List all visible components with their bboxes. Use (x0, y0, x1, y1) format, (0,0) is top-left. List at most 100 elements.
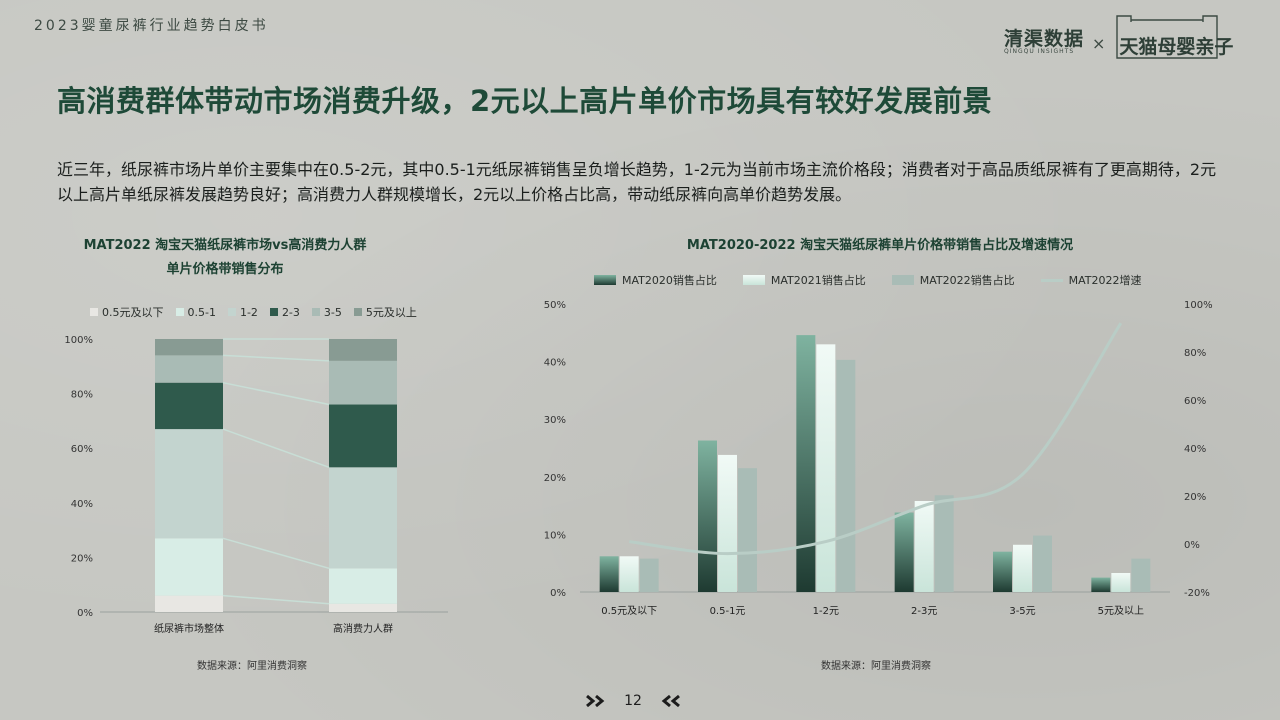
y-tick-label: 80% (71, 390, 93, 401)
page-number: 12 (624, 693, 642, 709)
bar-2020-share (599, 556, 619, 592)
y-left-tick-label: 10% (544, 530, 566, 541)
y-left-tick-label: 50% (544, 300, 566, 311)
growth-rate-line (628, 322, 1123, 556)
y-right-tick-label: 20% (1184, 492, 1206, 503)
series-connector-line (222, 381, 330, 406)
bar-2021-share (1111, 572, 1131, 592)
stacked-bar-segment (155, 339, 223, 356)
y-left-tick-label: 30% (544, 415, 566, 426)
bar-2022-share (1131, 558, 1151, 592)
bar-2021-share (914, 500, 934, 592)
bar-2021-share (816, 344, 836, 592)
right-chart-legend: MAT2020销售占比 MAT2021销售占比 MAT2022销售占比 MAT2022… (594, 272, 1168, 288)
legend-label: MAT2020销售占比 (622, 274, 717, 287)
legend-swatch (353, 308, 362, 316)
legend-swatch (175, 308, 184, 316)
double-chevron-right-icon (586, 694, 605, 708)
stacked-bar-segment (329, 339, 397, 361)
legend-swatch (1040, 278, 1063, 282)
left-chart-title: MAT2022 淘宝天猫纸尿裤市场vs高消费力人群 单片价格带销售分布 (60, 234, 390, 282)
bar-2022-share (836, 359, 856, 592)
bar-2020-share (698, 440, 717, 592)
legend-label: 3-5 (323, 305, 342, 319)
legend-swatch (311, 308, 320, 316)
page-navigator: 12 (583, 689, 683, 713)
double-chevron-left-icon (661, 694, 680, 708)
stacked-bar-segment (155, 429, 223, 539)
left-legend-item: 5元及以上 (353, 304, 417, 320)
stacked-bar-segment (329, 603, 397, 612)
right-legend-item: MAT2020销售占比 (594, 272, 717, 288)
bar-2020-share (894, 512, 914, 592)
bar-2022-share (934, 495, 954, 592)
qingqu-logo: 清渠数据 QINGQU INSIGHTS (1004, 30, 1084, 56)
left-chart-legend: 0.5元及以下 0.5-1 1-2 2-3 3-5 5元及以上 (90, 304, 429, 320)
next-page-button[interactable] (583, 691, 611, 711)
summary-paragraph: 近三年，纸尿裤市场片单价主要集中在0.5-2元，其中0.5-1元纸尿裤销售呈负增… (57, 160, 1217, 204)
bar-2022-share (738, 468, 757, 592)
y-left-tick-label: 0% (550, 588, 566, 599)
left-legend-item: 3-5 (311, 305, 342, 319)
x-category-label: 高消费力人群 (333, 622, 393, 635)
y-tick-label: 40% (71, 499, 93, 510)
x-category-label: 2-3元 (911, 606, 937, 617)
stacked-bar-segment (155, 595, 223, 612)
x-category-label: 5元及以上 (1098, 605, 1144, 617)
x-category-label: 3-5元 (1009, 606, 1035, 617)
left-chart-source: 数据来源：阿里消费洞察 (197, 661, 307, 672)
tmall-logo: 天猫母婴亲子 (1113, 14, 1239, 61)
brand-separator: × (1092, 33, 1106, 53)
stacked-bar-segment (155, 382, 223, 430)
y-tick-label: 60% (71, 444, 93, 455)
tmall-frame-icon (1116, 14, 1219, 59)
series-connector-line (222, 428, 330, 469)
bar-2021-share (1013, 544, 1032, 592)
previous-page-button[interactable] (655, 691, 683, 711)
bar-2021-share (718, 454, 737, 592)
brand-logos: 清渠数据 QINGQU INSIGHTS × 天猫母婴亲子 (1004, 14, 1239, 61)
x-category-label: 纸尿裤市场整体 (154, 622, 224, 635)
right-chart-title: MAT2020-2022 淘宝天猫纸尿裤单片价格带销售占比及增速情况 (686, 238, 1074, 253)
legend-label: MAT2021销售占比 (770, 274, 866, 287)
left-legend-item: 1-2 (227, 305, 258, 319)
left-legend-item: 0.5元及以下 (90, 304, 164, 320)
legend-label: 2-3 (281, 305, 300, 319)
bar-2020-share (796, 335, 816, 592)
bar-2022-share (639, 558, 659, 592)
stacked-bar-segment (329, 467, 397, 569)
tmall-logo-text: 天猫母婴亲子 (1119, 35, 1234, 58)
document-title: 2023婴童尿裤行业趋势白皮书 (34, 18, 269, 34)
legend-label: MAT2022销售占比 (919, 274, 1015, 287)
y-left-tick-label: 40% (544, 358, 566, 369)
legend-label: 0.5-1 (187, 305, 216, 319)
left-legend-item: 0.5-1 (175, 305, 216, 319)
right-combo-chart: 0% 10% 20% 30% 40% 50% -20% 0% 20% 40% 60% 80% 100% 0… (544, 300, 1213, 617)
y-left-tick-label: 20% (544, 473, 566, 484)
legend-label: 1-2 (239, 305, 258, 319)
bar-2020-share (993, 551, 1012, 592)
stacked-bar-segment (329, 568, 397, 604)
series-connector-line (222, 354, 330, 362)
y-right-tick-label: 0% (1184, 540, 1200, 551)
y-right-tick-label: -20% (1184, 588, 1210, 599)
y-right-tick-label: 60% (1184, 396, 1206, 407)
right-legend-item: MAT2022销售占比 (891, 272, 1015, 288)
bar-2022-share (1033, 535, 1052, 592)
legend-swatch (227, 308, 236, 316)
left-stacked-bar-chart: 0% 20% 40% 60% 80% 100% 纸尿裤市场整体 高消费力人群 (64, 335, 448, 635)
bar-2021-share (619, 556, 639, 592)
qingqu-logo-subtext: QINGQU INSIGHTS (1004, 48, 1075, 55)
stacked-bar-segment (155, 355, 223, 383)
legend-label: MAT2022增速 (1068, 274, 1142, 287)
stacked-bar-segment (329, 360, 397, 405)
x-category-label: 0.5-1元 (710, 606, 746, 617)
x-category-label: 1-2元 (813, 606, 839, 617)
stacked-bar-segment (329, 404, 397, 468)
legend-swatch (269, 308, 278, 316)
qingqu-logo-text: 清渠数据 (1004, 28, 1085, 50)
legend-label: 5元及以上 (365, 306, 417, 319)
right-chart-source: 数据来源：阿里消费洞察 (821, 661, 931, 672)
stacked-bar-segment (155, 538, 223, 596)
legend-swatch (891, 275, 914, 285)
